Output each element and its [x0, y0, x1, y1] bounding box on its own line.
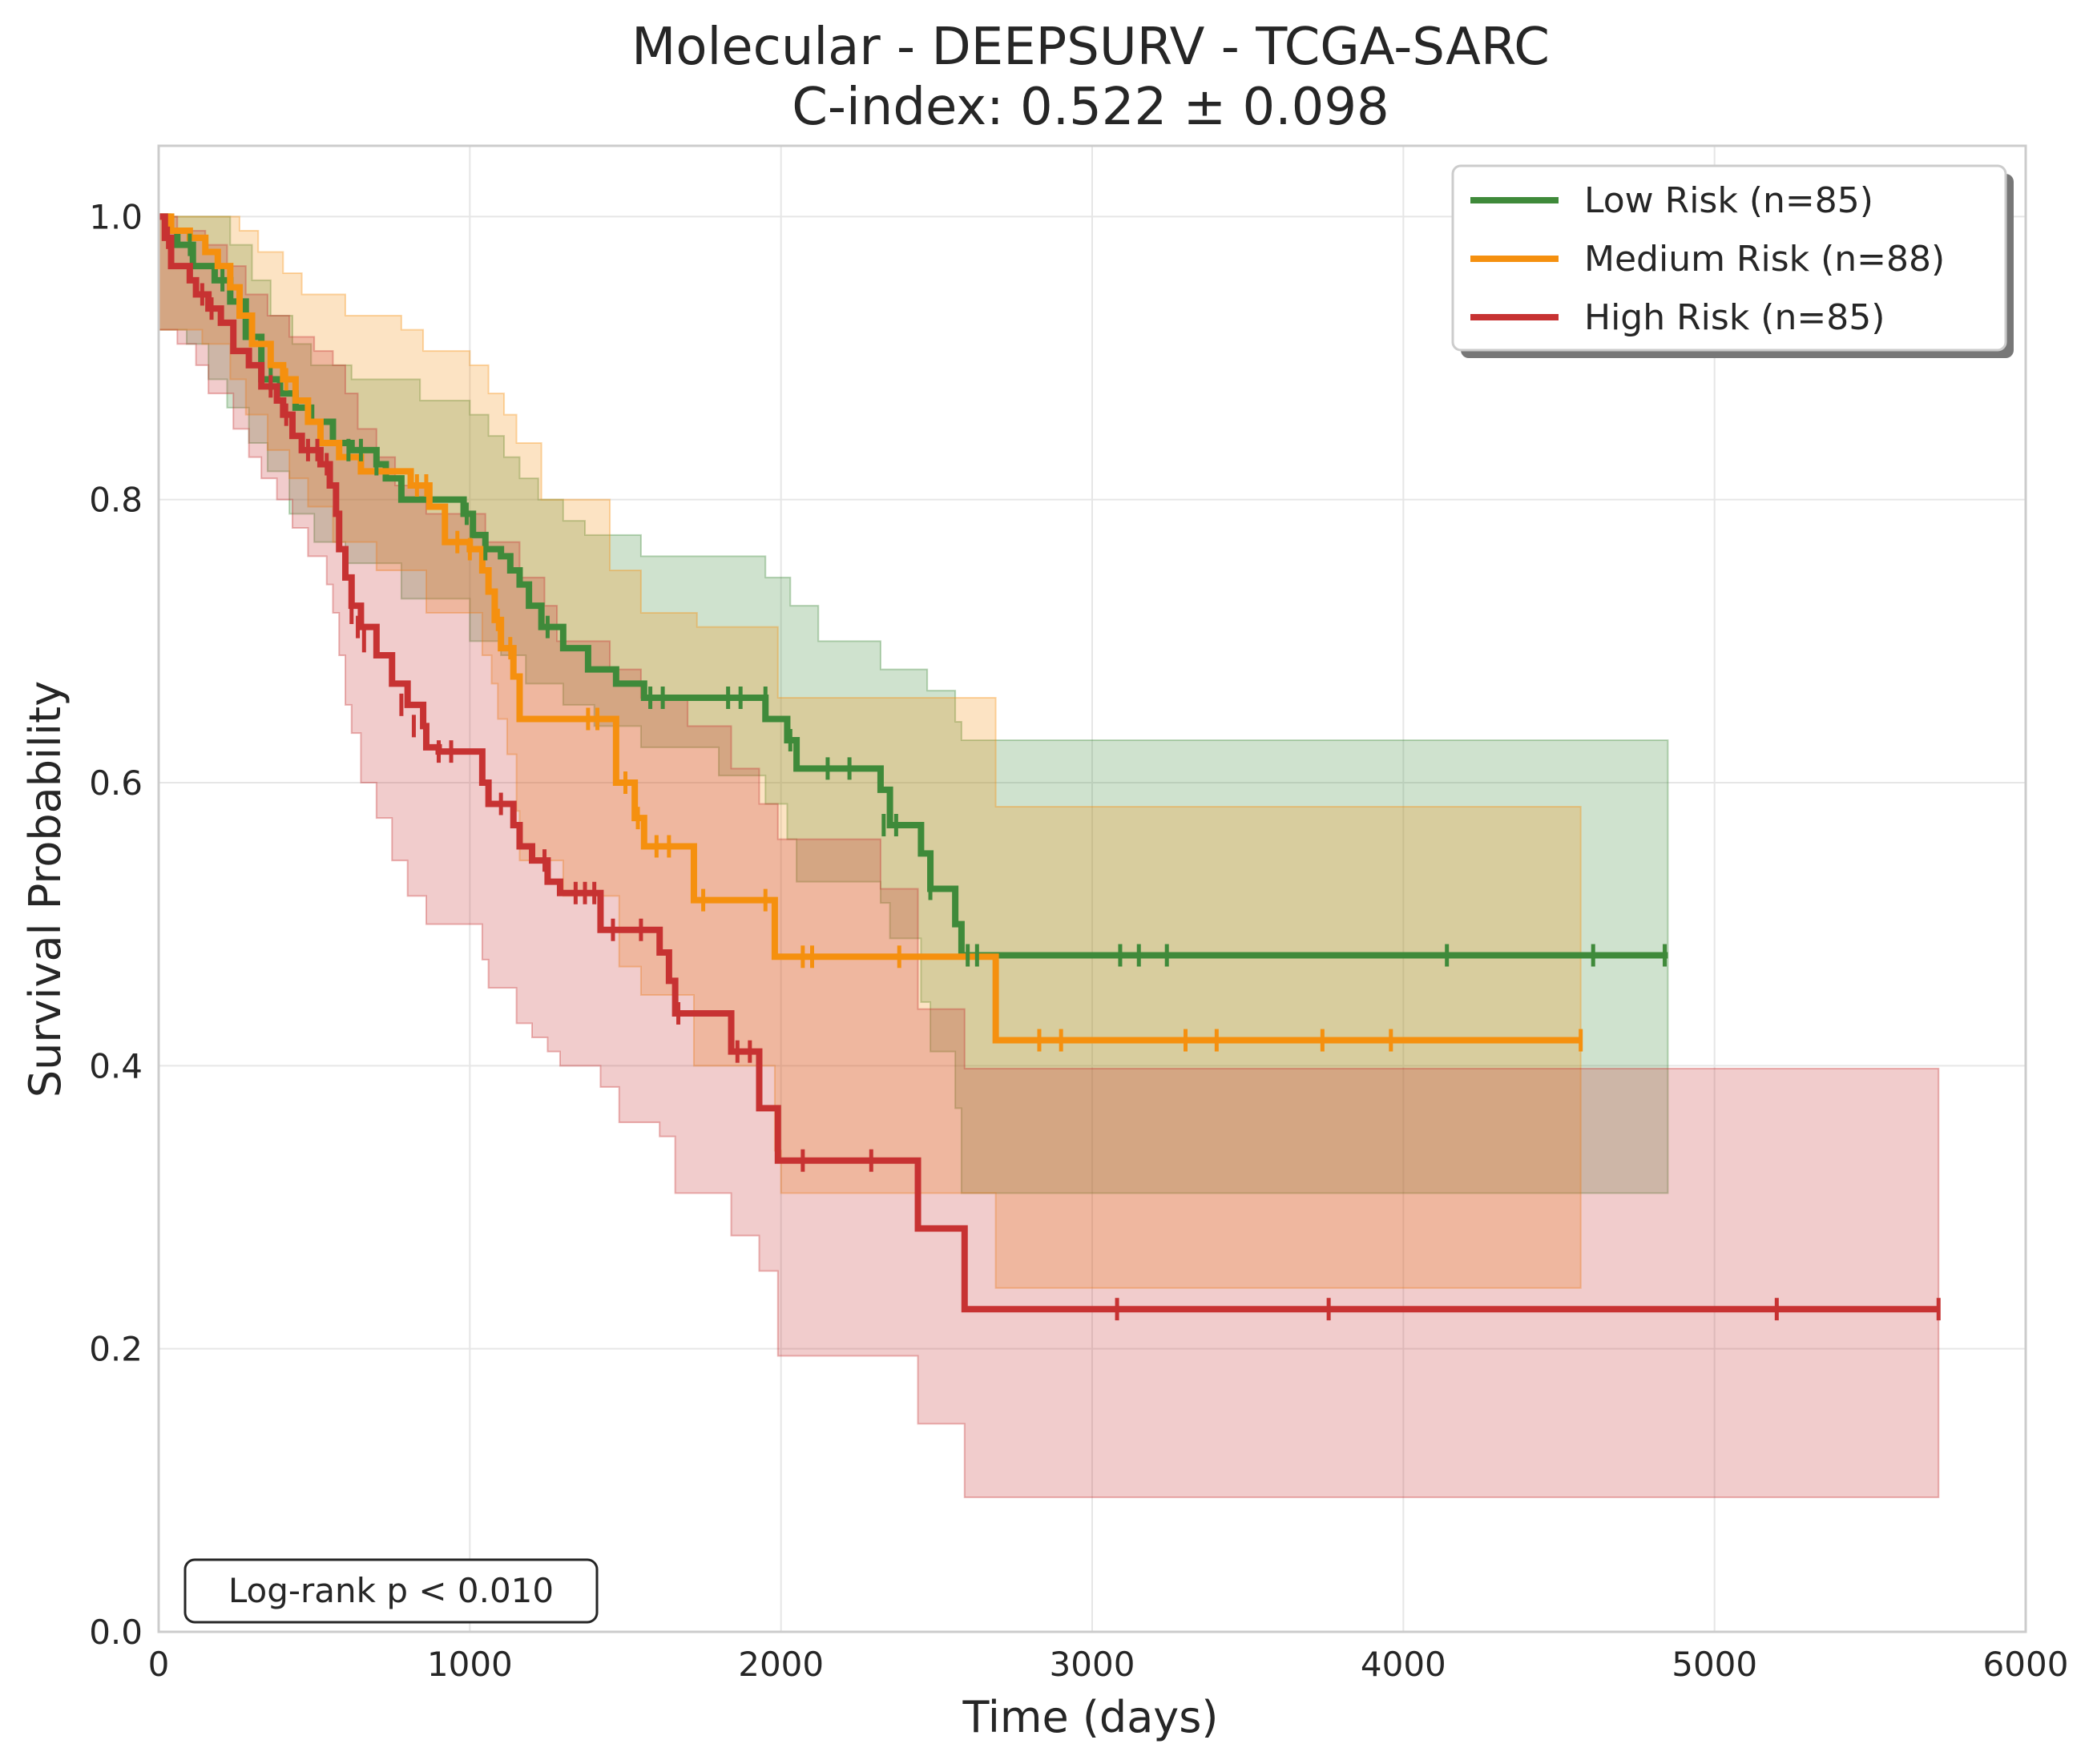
x-tick-label: 5000: [1672, 1645, 1757, 1684]
x-tick-label: 6000: [1983, 1645, 2069, 1684]
legend-label-1: Medium Risk (n=88): [1584, 239, 1945, 280]
legend-label-2: High Risk (n=85): [1584, 297, 1885, 338]
axis-ticks: 0 1000 2000 3000 4000 5000 6000 0.0 0.2 0.4 0.6 0.8…: [89, 197, 2068, 1684]
chart-title-line2: C-index: 0.522 ± 0.098: [792, 78, 1389, 137]
x-axis-label: Time (days): [962, 1692, 1219, 1742]
y-tick-label: 0.4: [89, 1046, 143, 1085]
y-tick-label: 0.8: [89, 481, 143, 520]
y-axis-label: Survival Probability: [20, 681, 71, 1097]
legend-label-0: Low Risk (n=85): [1584, 180, 1873, 221]
annotation-box: [183, 1558, 599, 1624]
log-rank-annotation: Log-rank p < 0.010: [183, 1558, 599, 1624]
y-tick-label: 0.6: [89, 763, 143, 803]
x-tick-label: 3000: [1050, 1645, 1135, 1684]
chart-title-line1: Molecular - DEEPSURV - TCGA-SARC: [631, 18, 1550, 77]
x-tick-label: 4000: [1361, 1645, 1446, 1684]
censor-marks: [166, 226, 1941, 1321]
legend: Low Risk (n=85) Medium Risk (n=88) High Ri…: [1451, 164, 2014, 358]
annotation-text: Log-rank p < 0.010: [228, 1571, 554, 1610]
y-tick-label: 0.2: [89, 1330, 143, 1369]
x-tick-label: 0: [148, 1645, 170, 1684]
plot-frame: [157, 144, 2027, 1633]
ci-band-2: [158, 215, 1940, 1499]
x-tick-label: 1000: [427, 1645, 513, 1684]
survival-line-2: [159, 213, 1939, 1313]
legend-box: [1451, 164, 2007, 352]
y-tick-label: 1.0: [89, 197, 143, 236]
confidence-bands: [158, 215, 1940, 1499]
y-tick-label: 0.0: [89, 1613, 143, 1652]
x-tick-label: 2000: [738, 1645, 824, 1684]
